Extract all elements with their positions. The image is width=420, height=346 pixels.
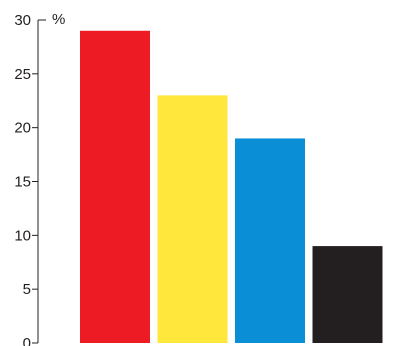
y-tick-label: 20: [14, 120, 31, 137]
y-tick-label: 25: [14, 66, 31, 83]
y-axis-unit-label: %: [52, 11, 65, 28]
y-axis-ticks: 0 5 10 15 20 25 30: [14, 12, 38, 346]
y-tick-label: 0: [23, 335, 31, 346]
bar-1: [80, 30, 150, 344]
bar-4: [312, 246, 383, 343]
y-tick-label: 15: [14, 174, 31, 191]
y-tick-label: 10: [14, 227, 31, 244]
bar-2: [157, 95, 228, 343]
bars: [80, 30, 383, 344]
y-tick-label: 30: [14, 12, 31, 29]
y-tick-label: 5: [23, 281, 31, 298]
y-axis: [37, 19, 46, 343]
bar-3: [235, 138, 305, 343]
